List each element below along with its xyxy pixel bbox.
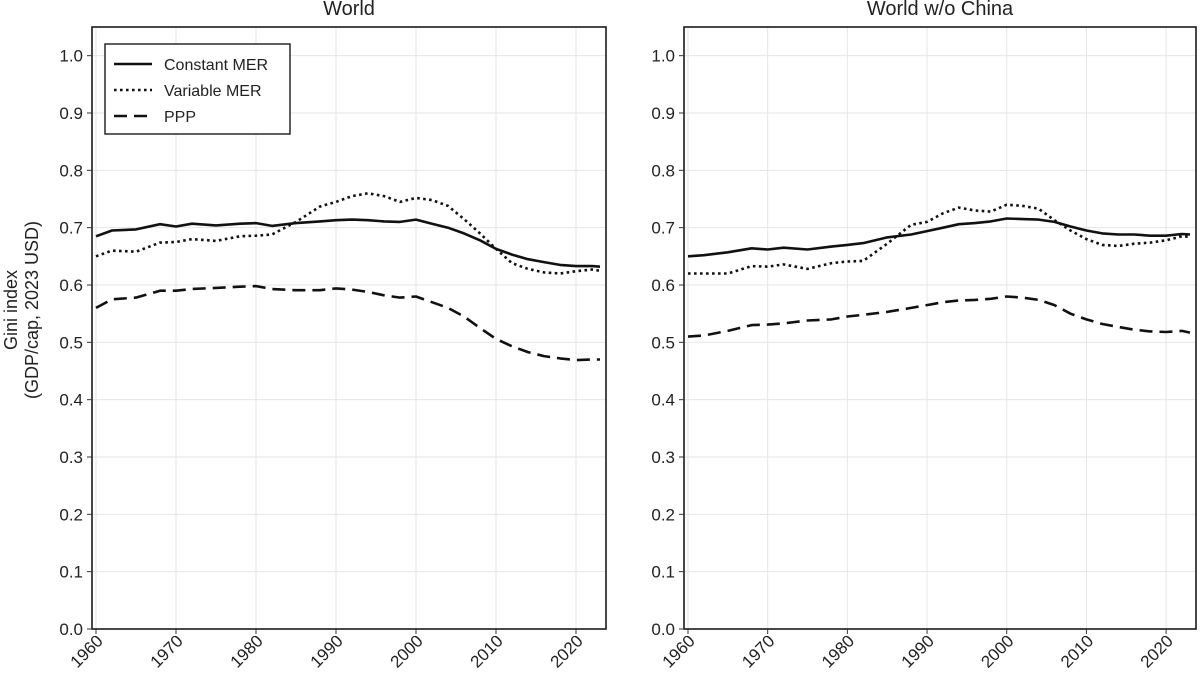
- y-tick-label-world-without-china: 0.3: [651, 448, 675, 467]
- y-tick-label-world-without-china: 0.8: [651, 161, 675, 180]
- panel-title-world-without-china: World w/o China: [867, 0, 1014, 20]
- x-tick-label-world-without-china: 2010: [1057, 631, 1097, 671]
- y-tick-label-world-without-china: 1.0: [651, 47, 675, 66]
- y-tick-label-world-without-china: 0.5: [651, 333, 675, 352]
- y-axis-title: Gini index (GDP/cap, 2023 USD): [1, 221, 42, 399]
- y-tick-label-world: 0.6: [59, 276, 83, 295]
- series-line-ppp-world-without-china: [687, 295, 1191, 338]
- y-tick-label-world-without-china: 0.4: [651, 391, 675, 410]
- plot-frame-world-without-china: [683, 26, 1197, 630]
- y-tick-label-world: 0.8: [59, 161, 83, 180]
- y-tick-label-world: 0.3: [59, 448, 83, 467]
- x-tick-label-world-without-china: 1980: [818, 631, 858, 671]
- x-tick-label-world: 1970: [147, 631, 187, 671]
- y-tick-label-world: 0.1: [59, 563, 83, 582]
- legend-label-variable-mer: Variable MER: [164, 83, 262, 100]
- y-tick-label-world-without-china: 0.0: [651, 620, 675, 639]
- y-tick-label-world-without-china: 0.6: [651, 276, 675, 295]
- y-tick-label-world: 0.4: [59, 391, 83, 410]
- plot-frame-world: [91, 26, 607, 630]
- x-tick-label-world: 2020: [547, 631, 587, 671]
- y-axis-title-line1: Gini index: [1, 270, 21, 350]
- y-axis-title-line2: (GDP/cap, 2023 USD): [22, 221, 42, 399]
- y-tick-label-world: 0.7: [59, 219, 83, 238]
- legend: Constant MER Variable MER PPP: [104, 43, 291, 135]
- x-tick-label-world-without-china: 2000: [977, 631, 1017, 671]
- legend-label-ppp: PPP: [164, 109, 196, 126]
- x-tick-label-world: 2010: [467, 631, 507, 671]
- y-tick-label-world: 0.0: [59, 620, 83, 639]
- y-tick-label-world-without-china: 0.2: [651, 505, 675, 524]
- y-tick-label-world: 0.9: [59, 104, 83, 123]
- legend-box: [104, 43, 291, 135]
- y-tick-label-world: 0.2: [59, 505, 83, 524]
- x-tick-label-world-without-china: 1970: [738, 631, 778, 671]
- x-tick-label-world: 1990: [307, 631, 347, 671]
- y-tick-label-world-without-china: 0.7: [651, 219, 675, 238]
- y-tick-label-world: 0.5: [59, 333, 83, 352]
- series-line-variable-mer-world: [95, 192, 601, 275]
- y-tick-label-world-without-china: 0.1: [651, 563, 675, 582]
- series-line-ppp-world: [95, 284, 600, 362]
- y-tick-label-world: 1.0: [59, 47, 83, 66]
- x-tick-label-world-without-china: 1990: [898, 631, 938, 671]
- x-tick-label-world: 1980: [227, 631, 267, 671]
- series-line-constant-mer-world-without-china: [687, 217, 1191, 258]
- series-line-variable-mer-world-without-china: [688, 203, 1191, 275]
- x-tick-label-world-without-china: 2020: [1137, 631, 1177, 671]
- legend-label-constant-mer: Constant MER: [164, 57, 268, 74]
- panel-title-world: World: [323, 0, 375, 20]
- y-tick-label-world-without-china: 0.9: [651, 104, 675, 123]
- x-tick-label-world: 2000: [387, 631, 427, 671]
- series-line-constant-mer-world: [95, 218, 601, 268]
